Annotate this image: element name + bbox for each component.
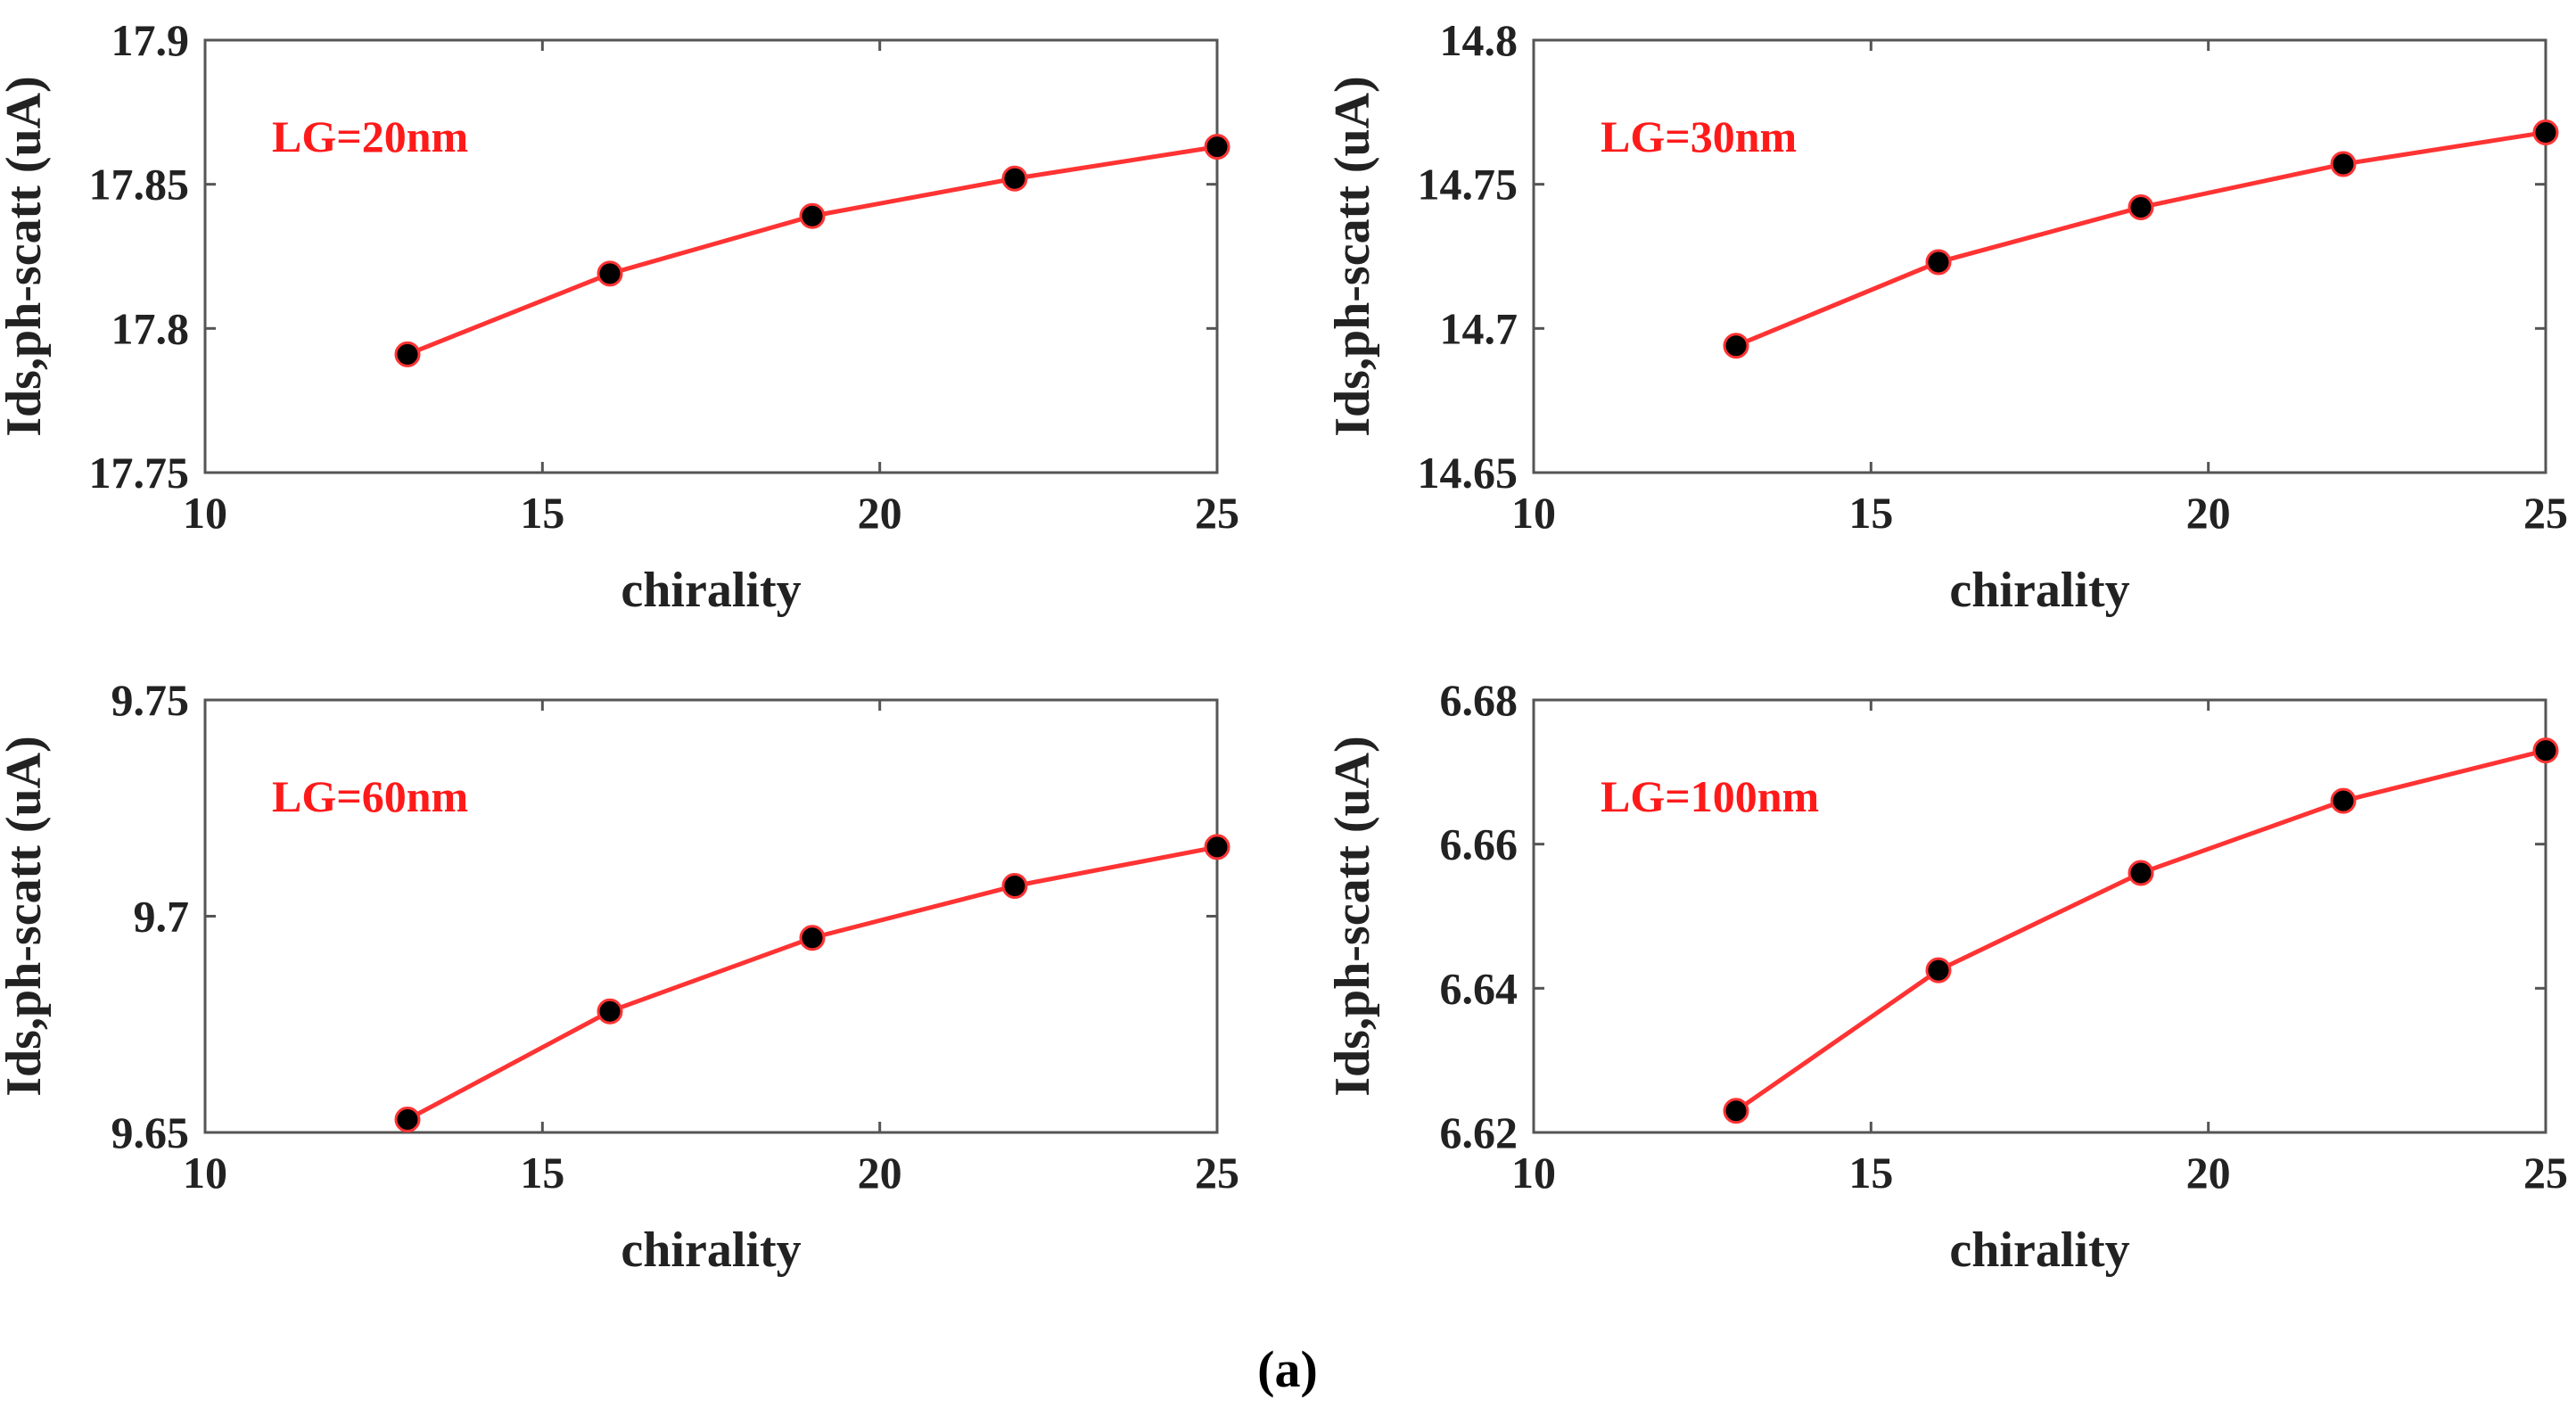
y-tick-label: 14.65	[1418, 448, 1518, 498]
data-point	[2127, 194, 2154, 221]
y-tick-label: 14.75	[1418, 160, 1518, 210]
data-point	[799, 202, 826, 229]
y-tick-label: 17.85	[89, 160, 190, 210]
data-point	[1723, 1098, 1749, 1124]
data-point	[394, 1106, 421, 1132]
y-tick-label: 6.64	[1440, 963, 1518, 1013]
y-tick-label: 6.66	[1440, 819, 1518, 869]
y-tick-label: 14.8	[1440, 15, 1518, 65]
data-point	[2330, 787, 2357, 814]
y-tick-label: 9.75	[111, 675, 190, 725]
chart-panels: 10 15 20 25 17.75 17.8 17.85 17.9 chirality Ids,p…	[0, 15, 2568, 1278]
panel-annotation: LG=30nm	[1601, 111, 1797, 161]
y-tick-label: 6.68	[1440, 675, 1518, 725]
data-point	[597, 260, 623, 287]
plot-frame	[203, 38, 1219, 474]
figure-caption: (a)	[1257, 1340, 1318, 1398]
panel-annotation: LG=20nm	[272, 111, 468, 161]
x-tick-label: 20	[2186, 1148, 2231, 1198]
x-tick-label: 20	[858, 488, 902, 538]
series-line	[1734, 748, 2547, 1113]
y-tick-label: 14.7	[1440, 303, 1518, 353]
chart-panel-4: 10 15 20 25 6.62 6.64 6.66 6.68 chirality Ids,ph-…	[1325, 675, 2568, 1278]
data-point	[1723, 333, 1749, 359]
data-point	[1001, 165, 1028, 192]
y-axis-label: Ids,ph-scatt (uA)	[1325, 736, 1380, 1097]
data-point	[1925, 249, 1952, 276]
series-line	[407, 144, 1218, 357]
y-axis-label: Ids,ph-scatt (uA)	[0, 736, 52, 1097]
y-tick-label: 9.7	[134, 892, 190, 942]
x-tick-label: 25	[2523, 1148, 2568, 1198]
x-tick-label: 25	[1195, 1148, 1239, 1198]
data-point	[2532, 737, 2559, 764]
data-point	[2330, 151, 2357, 177]
data-point	[394, 341, 421, 367]
y-tick-label: 17.75	[89, 448, 190, 498]
y-tick-label: 17.8	[111, 303, 190, 353]
data-point	[1204, 134, 1230, 161]
plot-frame	[1532, 38, 2547, 474]
x-tick-label: 15	[520, 488, 564, 538]
x-tick-label: 10	[183, 1148, 227, 1198]
x-tick-label: 10	[183, 488, 227, 538]
x-axis-label: chirality	[621, 563, 801, 618]
x-axis-label: chirality	[621, 1223, 801, 1278]
x-tick-label: 15	[520, 1148, 564, 1198]
x-tick-label: 20	[2186, 488, 2231, 538]
x-tick-label: 10	[1511, 1148, 1556, 1198]
x-tick-label: 25	[2523, 488, 2568, 538]
data-point	[2532, 119, 2559, 145]
x-tick-label: 10	[1511, 488, 1556, 538]
y-tick-label: 17.9	[111, 15, 190, 65]
data-point	[799, 925, 826, 951]
x-tick-label: 25	[1195, 488, 1239, 538]
plot-frame	[1532, 698, 2547, 1134]
y-axis-label: Ids,ph-scatt (uA)	[0, 76, 52, 437]
data-point	[597, 998, 623, 1025]
chart-panel-1: 10 15 20 25 17.75 17.8 17.85 17.9 chirality Ids,p…	[0, 15, 1239, 618]
chart-panel-2: 10 15 20 25 14.65 14.7 14.75 14.8 chirality Ids,p…	[1325, 15, 2568, 618]
x-tick-label: 20	[858, 1148, 902, 1198]
series-line	[1735, 129, 2547, 349]
data-point	[1001, 873, 1028, 900]
series-line	[406, 844, 1218, 1122]
data-point	[1925, 957, 1952, 984]
plot-frame	[203, 698, 1219, 1134]
x-axis-label: chirality	[1949, 563, 2129, 618]
x-tick-label: 15	[1848, 488, 1893, 538]
chart-panel-3: 10 15 20 25 9.65 9.7 9.75 chirality Ids,ph-scatt…	[0, 675, 1239, 1278]
y-tick-label: 9.65	[111, 1107, 190, 1157]
y-axis-label: Ids,ph-scatt (uA)	[1325, 76, 1380, 437]
data-point	[1204, 834, 1230, 860]
panel-annotation: LG=100nm	[1601, 771, 1819, 821]
panel-annotation: LG=60nm	[272, 771, 468, 821]
y-tick-label: 6.62	[1440, 1107, 1518, 1157]
data-point	[2127, 860, 2154, 886]
x-axis-label: chirality	[1949, 1223, 2129, 1278]
x-tick-label: 15	[1848, 1148, 1893, 1198]
